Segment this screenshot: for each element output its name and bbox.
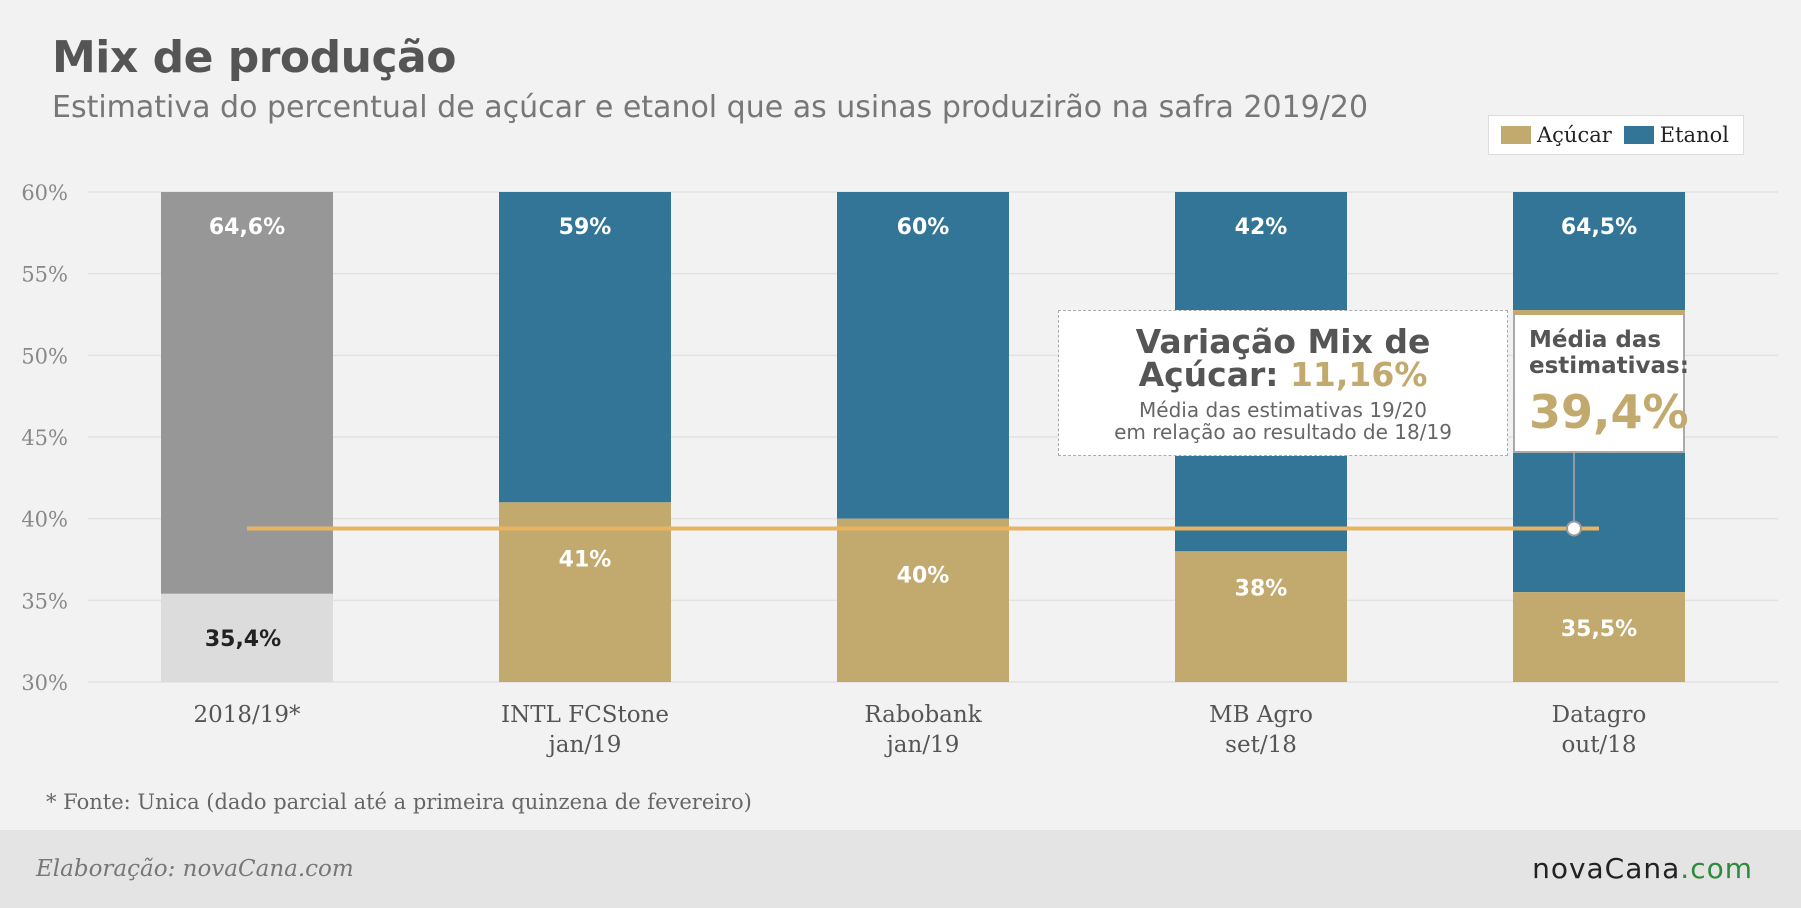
variation-value: 11,16%	[1289, 355, 1428, 394]
footer-bar	[0, 830, 1801, 908]
y-tick-label: 30%	[21, 671, 68, 695]
average-label-line1: Média das	[1529, 327, 1662, 353]
x-tick-label: out/18	[1562, 732, 1637, 758]
x-tick-label: jan/19	[546, 732, 622, 758]
bar-etanol	[499, 192, 671, 503]
chart-subtitle: Estimativa do percentual de açúcar e eta…	[52, 90, 1369, 125]
average-value: 39,4%	[1529, 385, 1689, 439]
legend-item-acucar: Açúcar	[1501, 123, 1612, 147]
x-tick-label: Rabobank	[864, 702, 982, 728]
y-tick-label: 60%	[21, 181, 68, 205]
legend-label-etanol: Etanol	[1659, 123, 1729, 147]
bar-acucar	[1513, 592, 1685, 682]
brand-logo: novaCana.com	[1532, 852, 1753, 885]
variation-title-line2-prefix: Açúcar:	[1138, 355, 1290, 394]
legend: Açúcar Etanol	[1488, 115, 1744, 155]
y-tick-label: 55%	[21, 263, 68, 287]
bar-etanol	[837, 192, 1009, 519]
legend-item-etanol: Etanol	[1623, 123, 1729, 147]
data-label-acucar: 41%	[559, 547, 612, 572]
data-label-etanol: 60%	[897, 215, 950, 240]
data-label-acucar: 35,4%	[205, 627, 281, 652]
y-tick-label: 50%	[21, 344, 68, 368]
y-tick-label: 35%	[21, 589, 68, 613]
logo-main: novaCana	[1532, 852, 1681, 885]
average-callout: Média das estimativas: 39,4%	[1513, 310, 1689, 453]
x-tick-label: jan/19	[884, 732, 960, 758]
legend-label-acucar: Açúcar	[1537, 123, 1612, 147]
average-marker	[1566, 520, 1582, 537]
data-label-acucar: 35,5%	[1561, 617, 1637, 642]
footer-credit: Elaboração: novaCana.com	[36, 856, 354, 882]
variation-title-line1: Variação Mix de	[1135, 322, 1431, 361]
y-tick-label: 45%	[21, 426, 68, 450]
bar-acucar	[1175, 551, 1347, 682]
x-tick-label: set/18	[1225, 732, 1297, 758]
data-label-etanol: 64,6%	[209, 215, 285, 240]
bar-acucar	[161, 593, 333, 682]
chart-title: Mix de produção	[52, 32, 456, 83]
x-tick-label: INTL FCStone	[501, 702, 669, 728]
bar-etanol	[161, 192, 333, 594]
variation-sub-line2: em relação ao resultado de 18/19	[1114, 420, 1452, 444]
x-tick-label: Datagro	[1552, 702, 1647, 728]
data-label-etanol: 59%	[559, 215, 612, 240]
bar-acucar	[499, 502, 671, 682]
data-label-etanol: 64,5%	[1561, 215, 1637, 240]
y-tick-label: 40%	[21, 508, 68, 532]
footnote: * Fonte: Unica (dado parcial até a prime…	[46, 790, 752, 814]
bar-acucar	[837, 518, 1009, 682]
variation-sub-line1: Média das estimativas 19/20	[1139, 398, 1427, 422]
average-label-line2: estimativas:	[1529, 353, 1689, 379]
data-label-acucar: 38%	[1235, 576, 1288, 601]
variation-callout: Variação Mix de Açúcar: 11,16% Média das…	[1058, 310, 1508, 456]
data-label-etanol: 42%	[1235, 215, 1288, 240]
x-tick-label: MB Agro	[1209, 702, 1313, 728]
data-label-acucar: 40%	[897, 564, 950, 589]
legend-swatch-etanol	[1623, 126, 1654, 144]
logo-suffix: .com	[1680, 852, 1753, 885]
legend-swatch-acucar	[1501, 126, 1531, 144]
x-tick-label: 2018/19*	[193, 702, 301, 728]
